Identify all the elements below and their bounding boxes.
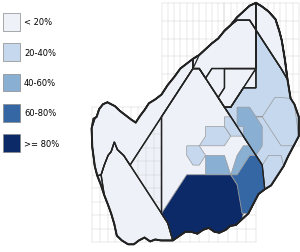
- Bar: [3, 135, 20, 152]
- Text: < 20%: < 20%: [24, 18, 52, 27]
- Polygon shape: [218, 69, 256, 108]
- Polygon shape: [193, 21, 256, 79]
- Polygon shape: [231, 146, 256, 175]
- Bar: [3, 14, 20, 32]
- Polygon shape: [231, 156, 265, 213]
- Polygon shape: [161, 175, 243, 240]
- Polygon shape: [199, 127, 231, 146]
- Polygon shape: [237, 108, 262, 156]
- Bar: [3, 105, 20, 122]
- Polygon shape: [256, 98, 299, 146]
- Bar: [3, 74, 20, 92]
- Bar: [3, 44, 20, 62]
- Polygon shape: [256, 4, 287, 80]
- Polygon shape: [101, 142, 173, 244]
- Text: 60-80%: 60-80%: [24, 109, 56, 118]
- Polygon shape: [92, 56, 199, 176]
- Text: >= 80%: >= 80%: [24, 139, 59, 148]
- Polygon shape: [224, 4, 287, 80]
- Polygon shape: [224, 4, 299, 190]
- Polygon shape: [224, 117, 243, 137]
- Polygon shape: [92, 4, 299, 244]
- Polygon shape: [193, 4, 256, 108]
- Polygon shape: [161, 69, 265, 240]
- Polygon shape: [262, 156, 284, 190]
- Polygon shape: [187, 146, 206, 165]
- Text: 40-60%: 40-60%: [24, 79, 56, 88]
- Polygon shape: [206, 156, 231, 175]
- Text: 20-40%: 20-40%: [24, 48, 56, 57]
